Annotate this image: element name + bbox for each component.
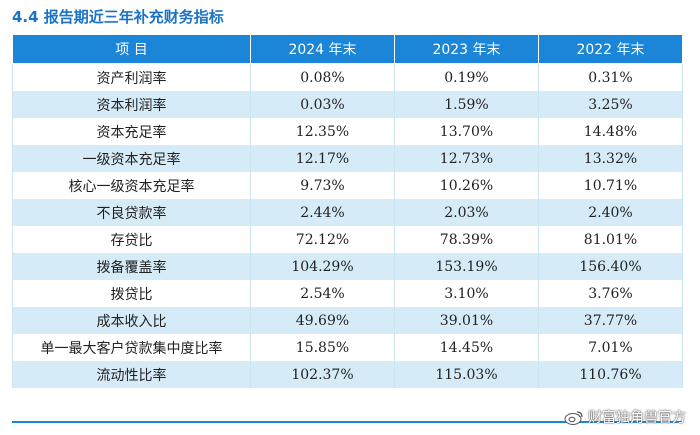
value-2022: 110.76% [538, 361, 683, 388]
value-2023: 78.39% [394, 226, 539, 253]
value-2024: 72.12% [250, 226, 395, 253]
value-2022: 81.01% [538, 226, 683, 253]
value-2023: 12.73% [394, 145, 539, 172]
value-2024: 0.08% [250, 63, 395, 91]
table-row: 资本利润率 0.03% 1.59% 3.25% [12, 91, 683, 118]
value-2022: 2.40% [538, 199, 683, 226]
table-body: 资产利润率 0.08% 0.19% 0.31% 资本利润率 0.03% 1.59% 3.25%… [12, 63, 683, 388]
value-2024: 102.37% [250, 361, 395, 388]
table-row: 流动性比率 102.37% 115.03% 110.76% [12, 361, 683, 388]
value-2023: 3.10% [394, 280, 539, 307]
value-2022: 37.77% [538, 307, 683, 334]
row-label: 不良贷款率 [12, 199, 251, 226]
value-2023: 10.26% [394, 172, 539, 199]
table-row: 拨备覆盖率 104.29% 153.19% 156.40% [12, 253, 683, 280]
table-row: 拨贷比 2.54% 3.10% 3.76% [12, 280, 683, 307]
table-bottom-rule [12, 421, 682, 423]
value-2024: 49.69% [250, 307, 395, 334]
row-label: 拨备覆盖率 [12, 253, 251, 280]
value-2022: 0.31% [538, 63, 683, 91]
weibo-icon [564, 411, 583, 425]
section-title: 4.4 报告期近三年补充财务指标 [12, 8, 224, 26]
table-row: 资产利润率 0.08% 0.19% 0.31% [12, 63, 683, 91]
row-label: 拨贷比 [12, 280, 251, 307]
value-2022: 10.71% [538, 172, 683, 199]
row-label: 一级资本充足率 [12, 145, 251, 172]
value-2024: 104.29% [250, 253, 395, 280]
value-2024: 9.73% [250, 172, 395, 199]
row-label: 资本利润率 [12, 91, 251, 118]
row-label: 资产利润率 [12, 63, 251, 91]
column-header-2022: 2022 年末 [538, 34, 683, 64]
value-2022: 7.01% [538, 334, 683, 361]
table-row: 资本充足率 12.35% 13.70% 14.48% [12, 118, 683, 145]
row-label: 存贷比 [12, 226, 251, 253]
value-2023: 0.19% [394, 63, 539, 91]
financial-indicators-table: 项 目 2024 年末 2023 年末 2022 年末 资产利润率 0.08% 0.… [12, 34, 683, 388]
table-row: 核心一级资本充足率 9.73% 10.26% 10.71% [12, 172, 683, 199]
row-label: 单一最大客户贷款集中度比率 [12, 334, 251, 361]
table-header-row: 项 目 2024 年末 2023 年末 2022 年末 [12, 34, 683, 64]
column-header-2024: 2024 年末 [250, 34, 395, 64]
table-row: 不良贷款率 2.44% 2.03% 2.40% [12, 199, 683, 226]
value-2023: 39.01% [394, 307, 539, 334]
row-label: 成本收入比 [12, 307, 251, 334]
row-label: 资本充足率 [12, 118, 251, 145]
value-2022: 156.40% [538, 253, 683, 280]
value-2023: 1.59% [394, 91, 539, 118]
value-2022: 3.25% [538, 91, 683, 118]
row-label: 流动性比率 [12, 361, 251, 388]
value-2023: 14.45% [394, 334, 539, 361]
row-label: 核心一级资本充足率 [12, 172, 251, 199]
value-2023: 2.03% [394, 199, 539, 226]
value-2024: 0.03% [250, 91, 395, 118]
column-header-2023: 2023 年末 [394, 34, 539, 64]
value-2024: 15.85% [250, 334, 395, 361]
table-row: 成本收入比 49.69% 39.01% 37.77% [12, 307, 683, 334]
value-2024: 12.35% [250, 118, 395, 145]
watermark: 财富独角兽官方 [564, 407, 686, 427]
table-row: 单一最大客户贷款集中度比率 15.85% 14.45% 7.01% [12, 334, 683, 361]
table-row: 存贷比 72.12% 78.39% 81.01% [12, 226, 683, 253]
value-2022: 13.32% [538, 145, 683, 172]
table-row: 一级资本充足率 12.17% 12.73% 13.32% [12, 145, 683, 172]
value-2024: 2.44% [250, 199, 395, 226]
value-2023: 13.70% [394, 118, 539, 145]
value-2023: 115.03% [394, 361, 539, 388]
value-2022: 14.48% [538, 118, 683, 145]
value-2024: 2.54% [250, 280, 395, 307]
value-2023: 153.19% [394, 253, 539, 280]
value-2022: 3.76% [538, 280, 683, 307]
value-2024: 12.17% [250, 145, 395, 172]
watermark-text: 财富独角兽官方 [588, 410, 686, 426]
column-header-item: 项 目 [12, 34, 251, 64]
